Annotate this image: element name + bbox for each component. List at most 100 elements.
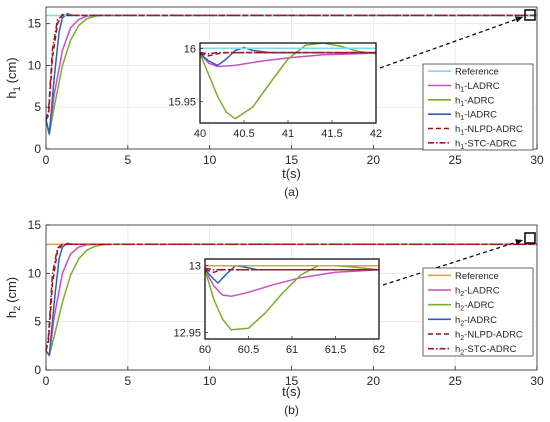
legend-entry-main: Reference <box>455 67 499 78</box>
legend-entry-main: h <box>455 138 460 149</box>
x-tick-label: 25 <box>448 374 462 388</box>
legend-entry-sub: 1 <box>460 101 464 108</box>
zoom-arrow <box>379 16 524 69</box>
legend-entry-rest: -NLPD-ADRC <box>464 124 523 135</box>
legend-entry: h1-NLPD-ADRC <box>455 124 523 137</box>
legend: Referenceh2-LADRCh2-ADRCh2-IADRCh2-NLPD-… <box>422 267 534 357</box>
legend-entry-rest: -STC-ADRC <box>464 138 516 149</box>
y-axis-label: h1 (cm) <box>4 57 22 98</box>
legend-entry-sub: 1 <box>460 87 464 94</box>
y-axis-label-sub: 2 <box>12 306 22 311</box>
inset-background <box>205 259 379 339</box>
legend-entry-sub: 2 <box>460 306 464 313</box>
inset-series <box>200 43 376 120</box>
y-axis-label-unit: (cm) <box>4 277 19 303</box>
y-tick-label: 5 <box>34 100 41 114</box>
legend-entry-main: h <box>455 286 460 297</box>
x-tick-label: 10 <box>203 374 217 388</box>
inset-series-line-5 <box>200 51 376 55</box>
legend-entry: Reference <box>455 271 499 282</box>
legend-entry-sub: 2 <box>460 320 464 327</box>
legend-entry-sub: 2 <box>460 335 464 342</box>
zoom-arrow-head <box>515 239 523 246</box>
inset-x-tick-label: 41.5 <box>321 128 342 140</box>
legend-entry-rest: -ADRC <box>464 300 494 311</box>
y-axis-label-main: h <box>4 311 19 318</box>
zoom-inset: 40 40.5 41 41.5 42 16 15.95 <box>168 42 382 140</box>
x-tick-label: 10 <box>203 153 217 167</box>
legend-box <box>422 267 534 357</box>
y-axis-label-main: h <box>4 91 19 98</box>
legend-entry-sub: 1 <box>460 115 464 122</box>
legend-entry: h1-ADRC <box>455 95 494 108</box>
legend-entry-main: h <box>455 315 460 326</box>
legend-entry: h2-IADRC <box>455 315 497 328</box>
inset-series-line-5 <box>205 267 379 271</box>
legend-entry-main: h <box>455 300 460 311</box>
y-tick-label: 10 <box>28 266 42 280</box>
x-tick-label: 5 <box>124 153 131 167</box>
legend-entry: h1-IADRC <box>455 110 497 123</box>
legend-entry-sub: 2 <box>460 350 464 357</box>
series-line-5 <box>45 14 537 121</box>
legend-entry-rest: -IADRC <box>464 315 497 326</box>
legend-entry-main: h <box>455 110 460 121</box>
inset-y-tick-label: 13 <box>189 261 201 273</box>
legend-entry-sub: 1 <box>460 144 464 151</box>
legend-entry-main: h <box>455 344 460 355</box>
zoom-arrow-head <box>515 16 523 23</box>
x-tick-label: 0 <box>43 374 50 388</box>
y-tick-label: 5 <box>34 315 41 329</box>
x-axis-label: t(s) <box>282 166 301 181</box>
legend-entry: h2-ADRC <box>455 300 494 313</box>
legend-entry: h2-LADRC <box>455 286 500 299</box>
legend-entry-main: h <box>455 124 460 135</box>
legend-entry-main: h <box>455 330 460 341</box>
y-tick-label: 0 <box>34 142 41 156</box>
y-tick-label: 15 <box>28 17 42 31</box>
legend-entry-rest: -IADRC <box>464 110 497 121</box>
legend-entry-main: h <box>455 81 460 92</box>
x-tick-label: 20 <box>367 374 381 388</box>
y-tick-label: 0 <box>34 363 41 377</box>
inset-x-tick-label: 42 <box>370 128 382 140</box>
legend-entry: h2-STC-ADRC <box>455 344 517 357</box>
x-tick-label: 20 <box>367 153 381 167</box>
inset-x-tick-label: 62 <box>373 344 385 356</box>
x-tick-label: 25 <box>448 153 462 167</box>
legend: Referenceh1-LADRCh1-ADRCh1-IADRCh1-NLPD-… <box>422 63 534 151</box>
inset-x-tick-label: 40 <box>194 128 206 140</box>
inset-x-tick-label: 61.5 <box>325 344 346 356</box>
inset-y-tick-label: 16 <box>184 43 196 55</box>
legend-box <box>422 63 534 151</box>
inset-y-tick-label: 15.95 <box>168 97 196 109</box>
panel-caption: (a) <box>284 185 299 199</box>
zoom-region-marker <box>524 232 536 244</box>
legend-entry-rest: -STC-ADRC <box>464 344 516 355</box>
inset-x-tick-label: 60 <box>199 344 211 356</box>
panel-caption: (b) <box>284 403 299 417</box>
legend-entry-rest: -LADRC <box>464 81 500 92</box>
legend-entry-main: h <box>455 95 460 106</box>
inset-series-line-1 <box>205 268 379 298</box>
legend-entry: h2-NLPD-ADRC <box>455 330 523 343</box>
y-axis-label-sub: 1 <box>12 86 22 91</box>
x-tick-label: 15 <box>285 153 299 167</box>
y-axis-label-unit: (cm) <box>4 57 19 83</box>
x-axis-label: t(s) <box>282 384 301 399</box>
inset-x-tick-label: 60.5 <box>238 344 259 356</box>
inset-series <box>205 264 379 331</box>
legend-entry-rest: -LADRC <box>464 286 500 297</box>
x-tick-label: 15 <box>285 374 299 388</box>
inset-x-tick-label: 40.5 <box>233 128 254 140</box>
legend-entry-rest: -NLPD-ADRC <box>464 330 523 341</box>
inset-y-tick-label: 12.95 <box>173 327 201 339</box>
legend-entry-sub: 2 <box>460 291 464 298</box>
inset-series-line-1 <box>200 51 376 68</box>
legend-entry: Reference <box>455 67 499 78</box>
inset-x-tick-label: 61 <box>286 344 298 356</box>
zoom-inset: 60 60.5 61 61.5 62 13 12.95 <box>173 258 385 356</box>
